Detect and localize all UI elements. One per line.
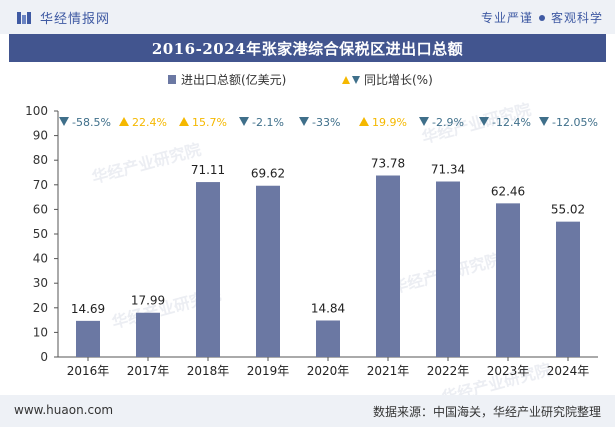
legend-down-triangle-icon (352, 76, 360, 84)
bar-value-label: 71.34 (431, 163, 465, 177)
header-bar: 华经情报网 专业严谨 客观科学 (0, 0, 615, 34)
y-tick-label: 100 (25, 104, 48, 118)
x-tick-label: 2022年 (427, 364, 470, 378)
growth-value-label: -58.5% (72, 116, 111, 129)
growth-up-triangle-icon (119, 117, 129, 126)
growth-value-label: -2.1% (252, 116, 284, 129)
y-tick-label: 70 (33, 178, 48, 192)
tagline-right: 客观科学 (550, 11, 603, 25)
x-tick-label: 2024年 (547, 364, 590, 378)
y-tick-label: 30 (33, 276, 48, 290)
y-tick-label: 60 (33, 202, 48, 216)
bar-value-label: 17.99 (131, 294, 165, 308)
y-tick-label: 50 (33, 227, 48, 241)
growth-value-label: -12.05% (552, 116, 598, 129)
bar-value-label: 14.84 (311, 301, 345, 315)
growth-value-label: -2.9% (432, 116, 464, 129)
growth-value-label: 19.9% (372, 116, 407, 129)
growth-down-triangle-icon (479, 117, 489, 126)
x-tick-label: 2020年 (307, 364, 350, 378)
chart-title: 2016-2024年张家港综合保税区进出口总额 (151, 39, 464, 58)
legend-up-triangle-icon (342, 76, 350, 84)
growth-up-triangle-icon (179, 117, 189, 126)
legend-label-total: 进出口总额(亿美元) (181, 72, 286, 87)
y-tick-label: 90 (33, 129, 48, 143)
growth-down-triangle-icon (539, 117, 549, 126)
x-tick-label: 2019年 (247, 364, 290, 378)
data-source: 数据来源：中国海关，华经产业研究院整理 (372, 405, 601, 419)
growth-up-triangle-icon (359, 117, 369, 126)
bar (376, 175, 400, 357)
bar (556, 221, 580, 357)
bar-value-label: 14.69 (71, 302, 105, 316)
separator-dot-icon (538, 14, 545, 21)
bar-chart: 0 10 20 30 40 50 60 70 80 90 100 进出口总额(亿美元) 同比增长(%) 1… (25, 72, 598, 378)
bar (76, 320, 100, 357)
x-tick-label: 2023年 (487, 364, 530, 378)
bar (256, 185, 280, 357)
bar (196, 182, 220, 357)
bar-value-label: 71.11 (191, 163, 225, 177)
chart-title-bar: 2016-2024年张家港综合保税区进出口总额 (9, 34, 606, 62)
legend-label-growth: 同比增长(%) (364, 73, 433, 87)
growth-down-triangle-icon (419, 117, 429, 126)
growth-value-label: -12.4% (492, 116, 531, 129)
bar-value-label: 69.62 (251, 167, 285, 181)
bar-value-label: 62.46 (491, 184, 525, 198)
site-url[interactable]: www.huaon.com (14, 403, 114, 417)
growth-value-label: 22.4% (132, 116, 167, 129)
tagline-left: 专业严谨 (480, 11, 533, 25)
x-tick-label: 2017年 (127, 364, 170, 378)
x-tick-label: 2016年 (67, 364, 110, 378)
growth-down-triangle-icon (239, 117, 249, 126)
y-tick-label: 10 (33, 325, 48, 339)
growth-down-triangle-icon (59, 117, 69, 126)
bar (496, 203, 520, 357)
bar-value-label: 55.02 (551, 203, 585, 217)
bar (436, 181, 460, 357)
y-tick-label: 20 (33, 301, 48, 315)
y-tick-label: 40 (33, 252, 48, 266)
x-tick-label: 2021年 (367, 364, 410, 378)
bar (136, 312, 160, 357)
growth-value-label: 15.7% (192, 116, 227, 129)
y-tick-label: 0 (40, 350, 48, 364)
y-tick-label: 80 (33, 153, 48, 167)
logo: 华经情报网 (16, 8, 110, 27)
footer-bar: www.huaon.com 数据来源：中国海关，华经产业研究院整理 (0, 395, 615, 427)
growth-down-triangle-icon (299, 117, 309, 126)
tagline: 专业严谨 客观科学 (481, 9, 603, 26)
x-tick-label: 2018年 (187, 364, 230, 378)
growth-value-label: -33% (312, 116, 340, 129)
huajing-logo-icon (17, 11, 31, 24)
legend-bar-swatch (168, 75, 176, 84)
logo-text: 华经情报网 (40, 12, 111, 27)
bar (316, 320, 340, 357)
bar-value-label: 73.78 (371, 157, 405, 171)
